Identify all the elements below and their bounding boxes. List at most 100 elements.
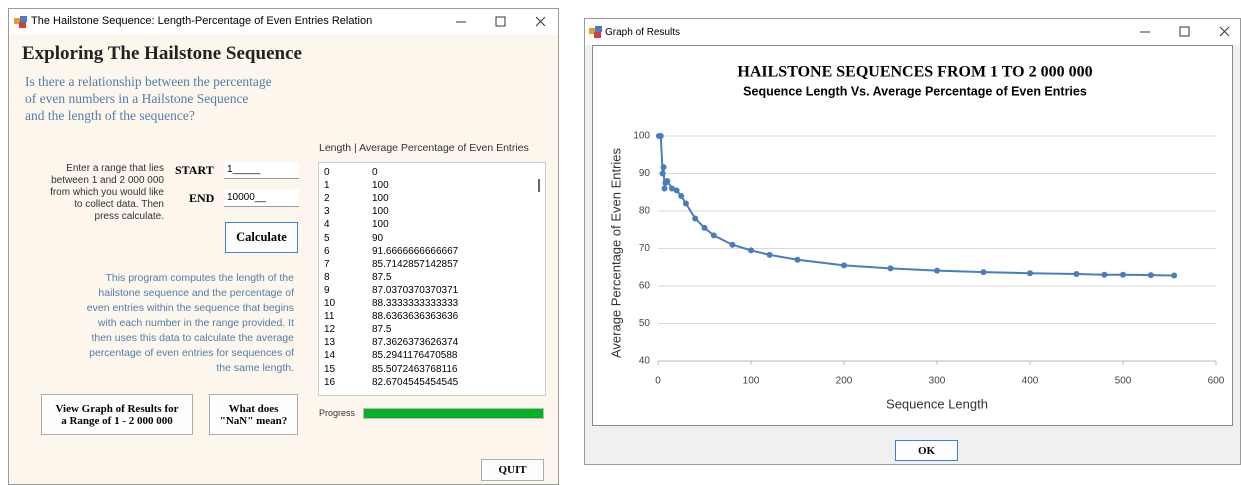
y-tick-label: 40: [639, 356, 651, 367]
question-line: and the length of the sequence?: [25, 107, 272, 124]
progress-track: [363, 408, 544, 419]
row-length: 5: [324, 233, 330, 244]
button-line: View Graph of Results for: [42, 403, 192, 415]
data-point: [1027, 270, 1033, 276]
x-tick-label: 0: [655, 376, 661, 387]
row-length: 11: [324, 311, 334, 322]
description-line: even entries within the sequence that be…: [87, 301, 294, 316]
window-controls[interactable]: [1130, 22, 1240, 42]
window-controls[interactable]: [448, 12, 558, 32]
question-line: Is there a relationship between the perc…: [25, 73, 272, 90]
description-line: percentage of even entries for sequences…: [87, 346, 294, 361]
question-line: of even numbers in a Hailstone Sequence: [25, 90, 272, 107]
data-point: [674, 187, 680, 193]
x-tick-label: 300: [929, 376, 946, 387]
row-length: 14: [324, 350, 335, 361]
data-point: [1074, 271, 1080, 277]
nan-button[interactable]: What does"NaN" mean?: [209, 394, 298, 435]
x-tick-label: 500: [1115, 376, 1132, 387]
row-percentage: 87.5: [372, 324, 391, 335]
x-axis-label: Sequence Length: [886, 396, 988, 411]
data-point: [888, 265, 894, 271]
data-point: [711, 232, 717, 238]
y-tick-label: 60: [639, 281, 651, 292]
data-point: [1101, 272, 1107, 278]
data-point: [1171, 273, 1177, 279]
start-label: START: [175, 163, 214, 178]
page: The Hailstone Sequence: Length-Percentag…: [0, 0, 1241, 485]
data-point: [661, 164, 667, 170]
window-title: The Hailstone Sequence: Length-Percentag…: [31, 15, 372, 27]
progress-fill: [364, 409, 543, 418]
data-point: [1120, 272, 1126, 278]
data-point: [662, 186, 668, 192]
row-percentage: 100: [372, 206, 389, 217]
y-tick-label: 80: [639, 206, 651, 217]
row-percentage: 87.5: [372, 272, 391, 283]
scrollbar-thumb[interactable]: [538, 179, 540, 192]
main-window: The Hailstone Sequence: Length-Percentag…: [8, 8, 559, 485]
row-length: 12: [324, 324, 335, 335]
row-percentage: 82.6704545454545: [372, 377, 458, 388]
app-icon: [14, 16, 28, 28]
button-line: a Range of 1 - 2 000 000: [42, 415, 192, 427]
data-point: [767, 252, 773, 258]
row-percentage: 0: [372, 167, 378, 178]
x-tick-label: 600: [1208, 376, 1225, 387]
app-icon: [589, 26, 603, 38]
data-point: [660, 171, 666, 177]
chart-title: HAILSTONE SEQUENCES FROM 1 TO 2 000 000: [737, 64, 1092, 81]
calculate-button[interactable]: Calculate: [225, 222, 298, 253]
row-percentage: 91.6666666666667: [372, 246, 458, 257]
progress-label: Progress: [319, 408, 355, 418]
data-point: [748, 247, 754, 253]
row-length: 13: [324, 337, 335, 348]
row-length: 6: [324, 246, 330, 257]
chart-subtitle: Sequence Length Vs. Average Percentage o…: [743, 84, 1087, 98]
data-point: [658, 133, 664, 139]
data-point: [981, 269, 987, 275]
list-header: Length | Average Percentage of Even Entr…: [319, 142, 529, 154]
quit-button[interactable]: QUIT: [481, 459, 544, 481]
description-line: hailstone sequence and the percentage of: [87, 286, 294, 301]
end-label: END: [189, 191, 214, 206]
start-input[interactable]: 1_____: [224, 162, 299, 179]
data-point: [841, 262, 847, 268]
chart: HAILSTONE SEQUENCES FROM 1 TO 2 000 000 …: [592, 45, 1233, 426]
description-line: with each number in the range provided. …: [87, 316, 294, 331]
title-bar: Graph of Results: [585, 19, 1240, 45]
button-line: What does: [210, 403, 297, 415]
row-length: 9: [324, 285, 330, 296]
instruction-line: from which you would like: [50, 187, 164, 199]
row-percentage: 85.7142857142857: [372, 259, 458, 270]
data-point: [678, 193, 684, 199]
row-percentage: 87.0370370370371: [372, 285, 458, 296]
description-line: then uses this data to calculate the ave…: [87, 331, 294, 346]
data-point: [702, 225, 708, 231]
data-point: [692, 216, 698, 222]
data-point: [795, 257, 801, 263]
description-line: This program computes the length of the: [87, 271, 294, 286]
data-point: [934, 268, 940, 274]
row-length: 1: [324, 180, 330, 191]
y-tick-label: 90: [639, 168, 651, 179]
end-input[interactable]: 10000__: [224, 190, 299, 207]
row-length: 16: [324, 377, 335, 388]
row-length: 8: [324, 272, 330, 283]
row-percentage: 85.2941176470588: [372, 350, 457, 361]
heading: Exploring The Hailstone Sequence: [22, 43, 302, 65]
row-length: 3: [324, 206, 330, 217]
window-title: Graph of Results: [605, 27, 680, 38]
row-percentage: 87.3626373626374: [372, 337, 458, 348]
instruction-line: to collect data. Then: [50, 199, 164, 211]
row-length: 0: [324, 167, 330, 178]
button-line: "NaN" mean?: [210, 415, 297, 427]
instruction-line: press calculate.: [50, 211, 164, 223]
row-percentage: 100: [372, 180, 389, 191]
data-point: [683, 201, 689, 207]
question: Is there a relationship between the perc…: [25, 73, 272, 124]
ok-button[interactable]: OK: [895, 440, 958, 461]
